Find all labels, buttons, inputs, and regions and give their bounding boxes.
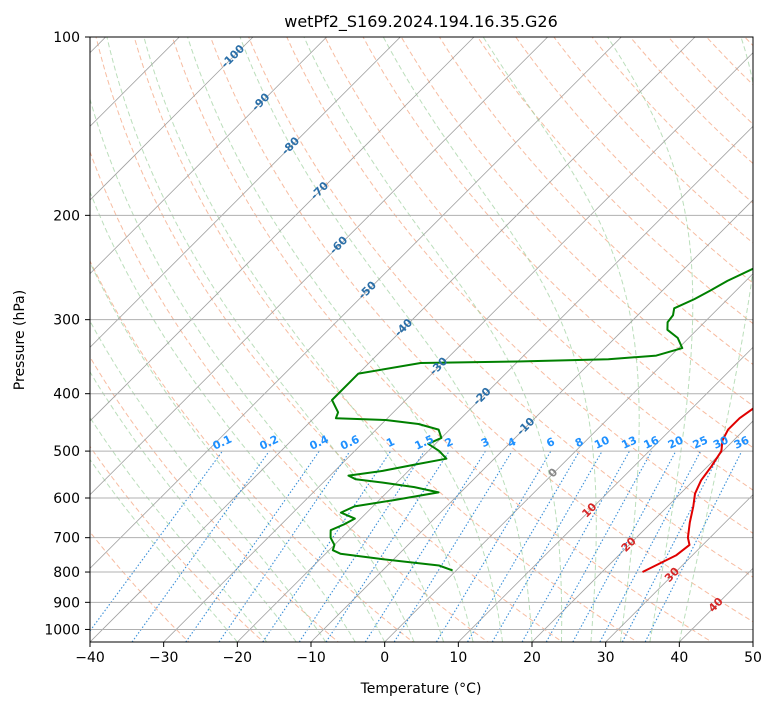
x-axis-label: Temperature (°C) <box>360 681 482 697</box>
mixing-ratio-line <box>131 450 270 642</box>
isotherm-line <box>531 420 753 642</box>
isotherm-line <box>310 199 753 642</box>
moist-adiabat <box>90 458 238 642</box>
mixing-ratio-line <box>325 450 450 642</box>
temperature-profile <box>642 407 753 573</box>
x-tick-label: −40 <box>75 650 105 666</box>
chart-title: wetPf2_S169.2024.194.16.35.G26 <box>284 12 558 32</box>
moist-adiabat <box>382 37 597 642</box>
mixing-ratio-label: 16 <box>642 433 662 451</box>
x-tick-label: 50 <box>744 650 762 666</box>
x-tick-label: −20 <box>223 650 253 666</box>
mixing-ratio-line <box>521 450 630 642</box>
mixing-ratio-line <box>393 450 513 642</box>
dry-adiabat <box>324 37 753 491</box>
isotherm-line <box>90 37 475 422</box>
x-tick-label: 20 <box>523 650 541 666</box>
y-tick-label: 900 <box>53 595 80 611</box>
mixing-ratio-label: 13 <box>620 434 639 452</box>
dewpoint-profile <box>329 267 753 572</box>
dry-adiabat <box>770 24 775 645</box>
mixing-ratio-line <box>298 450 425 642</box>
mixing-ratio-line <box>599 450 702 642</box>
dry-adiabat <box>171 37 713 642</box>
mixing-ratio-line <box>545 450 653 642</box>
dry-adiabat <box>90 150 489 642</box>
mixing-ratio-line <box>185 450 320 642</box>
isotherm-line <box>90 37 401 348</box>
mixing-ratio-label: 20 <box>666 433 686 451</box>
mixing-ratio-line <box>621 450 722 642</box>
plot-frame <box>89 36 754 643</box>
moist-adiabat <box>106 37 445 642</box>
isotherm-line <box>458 346 753 642</box>
x-tick-label: −10 <box>296 650 326 666</box>
y-tick-label: 200 <box>53 208 80 224</box>
isotherm-line <box>90 37 696 642</box>
isotherm-line <box>237 125 753 642</box>
moist-adiabat <box>678 37 753 642</box>
moist-adiabat <box>607 37 694 642</box>
moist-adiabat <box>482 37 640 642</box>
y-tick-label: 1000 <box>44 622 80 638</box>
moist-adiabat <box>187 37 503 642</box>
plot-area <box>90 37 753 642</box>
moist-adiabat <box>90 320 327 642</box>
y-tick-label: 800 <box>53 565 80 581</box>
mixing-ratio-line <box>90 450 223 632</box>
isotherm-line <box>163 52 753 642</box>
mixing-ratio-label: 36 <box>732 433 752 451</box>
isotherm-line <box>752 641 753 642</box>
isotherm-line <box>90 37 622 569</box>
y-tick-label: 500 <box>53 444 80 460</box>
isotherm-line <box>90 37 254 201</box>
mixing-ratio-label: 30 <box>711 433 731 451</box>
isotherm-line <box>90 37 327 275</box>
isotherm-line <box>384 273 753 642</box>
x-tick-label: 10 <box>449 650 467 666</box>
y-tick-label: 400 <box>53 387 80 403</box>
x-tick-label: −30 <box>149 650 179 666</box>
y-tick-label: 600 <box>53 491 80 507</box>
mixing-ratio-label: 10 <box>592 433 612 451</box>
moist-adiabat <box>303 37 563 642</box>
y-tick-label: 700 <box>53 531 80 547</box>
mixing-ratio-line <box>572 450 677 642</box>
isotherm-line <box>90 37 548 496</box>
moist-adiabat <box>90 190 386 642</box>
moist-adiabat <box>90 261 356 642</box>
x-tick-label: 30 <box>597 650 615 666</box>
dry-adiabat <box>248 37 753 578</box>
dry-adiabat <box>438 37 753 366</box>
x-tick-label: 0 <box>380 650 389 666</box>
dry-adiabat <box>362 37 753 449</box>
y-tick-label: 100 <box>53 30 80 46</box>
mixing-ratio-line <box>644 450 743 642</box>
moist-adiabat <box>90 416 268 642</box>
isotherm-line <box>605 494 753 642</box>
y-tick-label: 300 <box>53 313 80 329</box>
mixing-ratio-line <box>218 450 351 642</box>
mixing-ratio-label: 25 <box>691 434 710 452</box>
y-axis-label: Pressure (hPa) <box>12 290 28 390</box>
moist-adiabat <box>239 37 533 642</box>
mixing-ratio-line <box>364 450 486 642</box>
x-tick-label: 40 <box>670 650 688 666</box>
dry-adiabat <box>286 37 753 534</box>
